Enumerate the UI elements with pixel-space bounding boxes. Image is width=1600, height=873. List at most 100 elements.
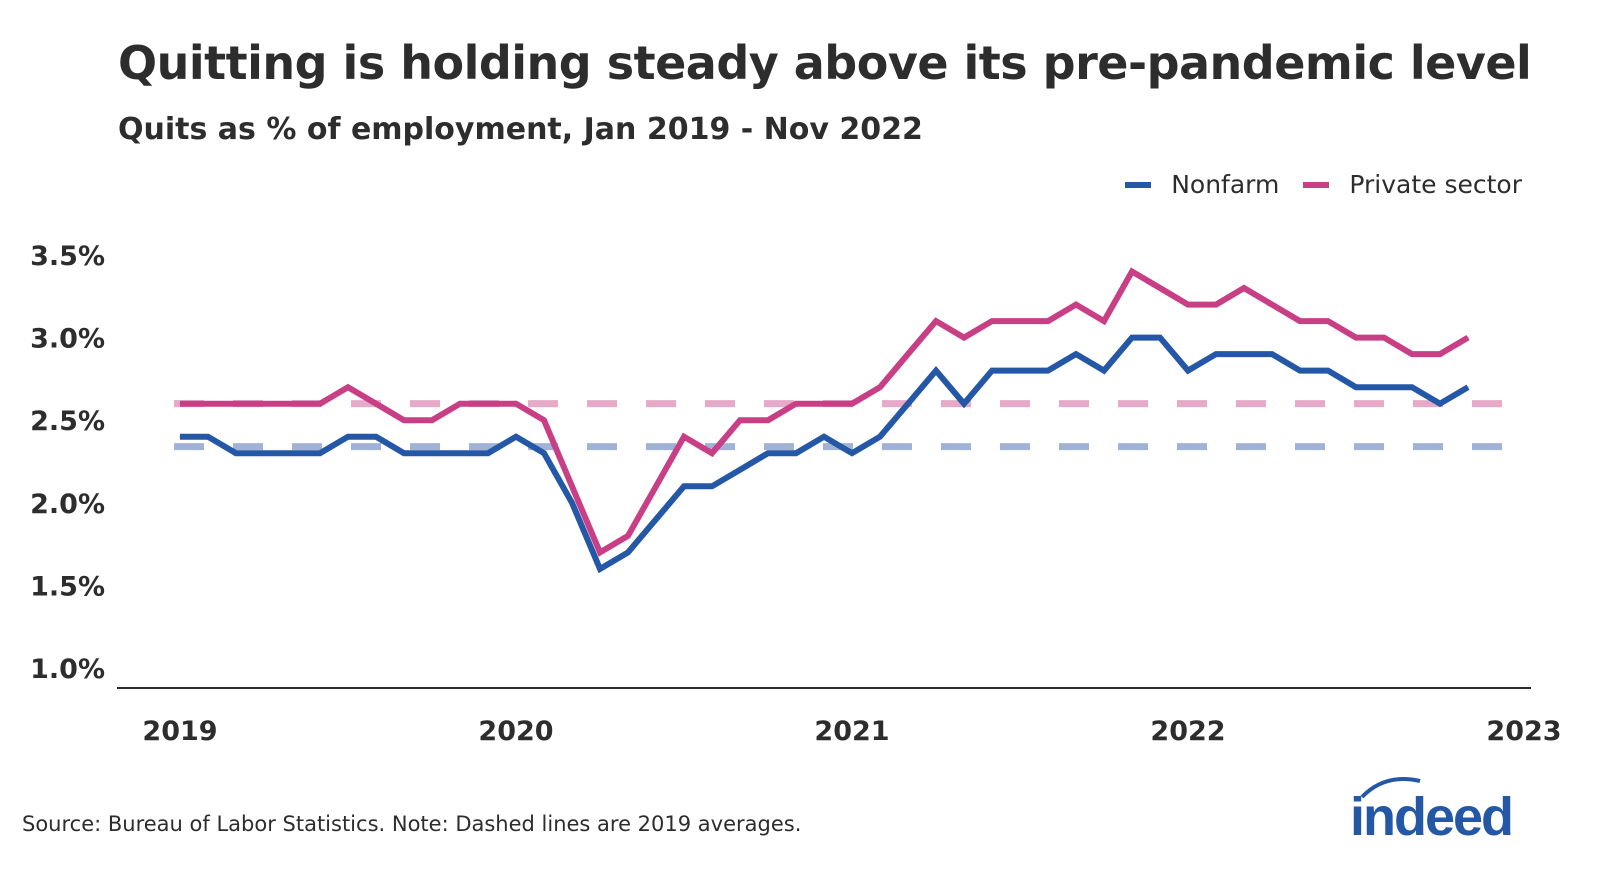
y-tick-label: 3.5%: [30, 241, 105, 272]
legend-label-private-sector: Private sector: [1349, 170, 1522, 199]
data-point-nonfarm: [291, 452, 293, 454]
data-point-private-sector: [319, 403, 321, 405]
data-point-private-sector: [1355, 337, 1357, 339]
data-point-nonfarm: [1271, 353, 1273, 355]
x-tick-label: 2023: [1486, 716, 1561, 747]
chart-subtitle: Quits as % of employment, Jan 2019 - Nov…: [118, 112, 923, 147]
data-point-private-sector: [1075, 304, 1077, 306]
indeed-logo: indeed: [1350, 777, 1514, 845]
data-point-private-sector: [459, 403, 461, 405]
data-point-nonfarm: [627, 551, 629, 553]
data-point-nonfarm: [431, 452, 433, 454]
data-point-nonfarm: [1187, 370, 1189, 372]
data-point-nonfarm: [1159, 337, 1161, 339]
data-point-private-sector: [431, 419, 433, 421]
data-point-private-sector: [1243, 287, 1245, 289]
svg-text:indeed: indeed: [1350, 787, 1512, 845]
data-point-nonfarm: [991, 370, 993, 372]
data-point-private-sector: [1187, 304, 1189, 306]
data-point-private-sector: [991, 320, 993, 322]
data-point-nonfarm: [1215, 353, 1217, 355]
data-point-private-sector: [235, 403, 237, 405]
legend-swatch-private-sector: [1303, 181, 1330, 188]
data-point-private-sector: [1159, 287, 1161, 289]
data-point-nonfarm: [459, 452, 461, 454]
data-point-nonfarm: [543, 452, 545, 454]
data-point-private-sector: [907, 353, 909, 355]
y-tick-label: 1.0%: [30, 654, 105, 685]
y-tick-label: 1.5%: [30, 571, 105, 602]
x-tick-label: 2019: [142, 716, 217, 747]
data-point-nonfarm: [711, 485, 713, 487]
data-point-private-sector: [1131, 271, 1133, 273]
data-point-private-sector: [739, 419, 741, 421]
x-tick-label: 2020: [478, 716, 553, 747]
data-point-private-sector: [1299, 320, 1301, 322]
data-point-private-sector: [347, 386, 349, 388]
y-tick-label: 2.5%: [30, 406, 105, 437]
legend: Nonfarm Private sector: [1101, 170, 1522, 199]
data-point-nonfarm: [1131, 337, 1133, 339]
data-point-private-sector: [851, 403, 853, 405]
data-point-nonfarm: [571, 502, 573, 504]
data-point-private-sector: [1103, 320, 1105, 322]
data-point-nonfarm: [1411, 386, 1413, 388]
data-point-nonfarm: [1075, 353, 1077, 355]
data-point-nonfarm: [1103, 370, 1105, 372]
data-point-nonfarm: [235, 452, 237, 454]
data-point-nonfarm: [1383, 386, 1385, 388]
data-point-private-sector: [403, 419, 405, 421]
data-point-private-sector: [1467, 337, 1469, 339]
source-note: Source: Bureau of Labor Statistics. Note…: [22, 812, 802, 836]
data-point-nonfarm: [963, 403, 965, 405]
data-point-private-sector: [1327, 320, 1329, 322]
data-point-private-sector: [1411, 353, 1413, 355]
data-point-nonfarm: [1299, 370, 1301, 372]
data-point-nonfarm: [767, 452, 769, 454]
data-point-private-sector: [711, 452, 713, 454]
y-tick-label: 2.0%: [30, 489, 105, 520]
data-point-private-sector: [375, 403, 377, 405]
data-point-nonfarm: [1243, 353, 1245, 355]
legend-swatch-nonfarm: [1125, 181, 1152, 188]
data-point-nonfarm: [1047, 370, 1049, 372]
data-point-nonfarm: [1355, 386, 1357, 388]
data-point-nonfarm: [935, 370, 937, 372]
series-line-nonfarm: [180, 334, 1470, 574]
data-point-private-sector: [683, 436, 685, 438]
data-point-nonfarm: [403, 452, 405, 454]
data-point-private-sector: [1047, 320, 1049, 322]
data-point-private-sector: [627, 535, 629, 537]
data-point-private-sector: [571, 485, 573, 487]
chart-title: Quitting is holding steady above its pre…: [118, 36, 1532, 90]
data-point-nonfarm: [319, 452, 321, 454]
data-point-private-sector: [963, 337, 965, 339]
data-point-nonfarm: [823, 436, 825, 438]
data-point-nonfarm: [739, 469, 741, 471]
data-point-private-sector: [1383, 337, 1385, 339]
y-tick-label: 3.0%: [30, 324, 105, 355]
data-point-private-sector: [291, 403, 293, 405]
data-point-nonfarm: [1019, 370, 1021, 372]
data-point-nonfarm: [599, 568, 601, 570]
data-point-nonfarm: [347, 436, 349, 438]
x-tick-label: 2022: [1150, 716, 1225, 747]
data-point-nonfarm: [515, 436, 517, 438]
data-point-private-sector: [1271, 304, 1273, 306]
data-point-private-sector: [515, 403, 517, 405]
x-tick-label: 2021: [814, 716, 889, 747]
data-point-private-sector: [207, 403, 209, 405]
data-point-private-sector: [767, 419, 769, 421]
series-line-private-sector: [180, 267, 1470, 557]
data-point-nonfarm: [1439, 403, 1441, 405]
data-point-private-sector: [655, 485, 657, 487]
data-point-nonfarm: [907, 403, 909, 405]
data-point-private-sector: [543, 419, 545, 421]
data-point-private-sector: [599, 551, 601, 553]
data-point-private-sector: [795, 403, 797, 405]
data-point-nonfarm: [207, 436, 209, 438]
data-point-nonfarm: [1467, 386, 1469, 388]
data-point-nonfarm: [851, 452, 853, 454]
data-point-private-sector: [263, 403, 265, 405]
data-point-nonfarm: [375, 436, 377, 438]
